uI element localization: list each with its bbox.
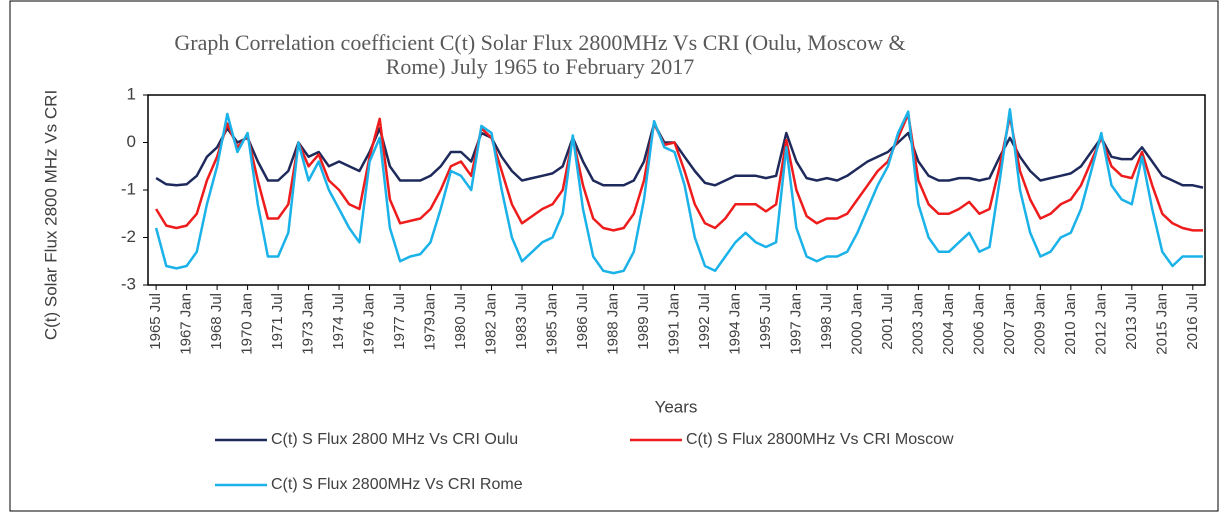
x-tick-label: 1980 Jul bbox=[452, 293, 469, 350]
x-tick-label: 1985 Jan bbox=[543, 293, 560, 355]
y-tick-label: 0 bbox=[127, 132, 136, 151]
x-tick-label: 1991 Jan bbox=[665, 293, 682, 355]
x-tick-label: 2004 Jan bbox=[940, 293, 957, 355]
x-tick-label: 1971 Jul bbox=[269, 293, 286, 350]
x-tick-label: 2016 Jul bbox=[1184, 293, 1201, 350]
x-tick-label: 1970 Jan bbox=[239, 293, 256, 355]
x-tick-label: 1965 Jul bbox=[147, 293, 164, 350]
x-axis-title: Years bbox=[655, 397, 698, 416]
x-tick-label: 2013 Jul bbox=[1123, 293, 1140, 350]
x-tick-label: 2000 Jan bbox=[848, 293, 865, 355]
x-tick-label: 1977 Jul bbox=[391, 293, 408, 350]
y-tick-label: -2 bbox=[121, 227, 136, 246]
x-tick-label: 1995 Jul bbox=[757, 293, 774, 350]
x-tick-label: 1968 Jul bbox=[208, 293, 225, 350]
series-line bbox=[155, 112, 1203, 232]
x-tick-label: 1997 Jan bbox=[787, 293, 804, 355]
y-axis-title: C(t) Solar Flux 2800 MHz Vs CRI bbox=[41, 90, 60, 340]
series-line bbox=[155, 122, 1204, 189]
x-tick-label: 1988 Jan bbox=[604, 293, 621, 355]
x-tick-label: 2015 Jan bbox=[1153, 293, 1170, 355]
x-tick-label: 1998 Jul bbox=[818, 293, 835, 350]
x-tick-label: 1986 Jul bbox=[574, 293, 591, 350]
x-tick-label: 1976 Jan bbox=[361, 293, 378, 355]
legend-label: C(t) S Flux 2800MHz Vs CRI Rome bbox=[271, 476, 523, 493]
x-tick-label: 2006 Jan bbox=[970, 293, 987, 355]
y-tick-label: -3 bbox=[121, 274, 136, 293]
x-tick-label: 1973 Jan bbox=[300, 293, 317, 355]
x-tick-label: 1989 Jul bbox=[635, 293, 652, 350]
series-line bbox=[154, 108, 1203, 275]
chart-title: Graph Correlation coefficient C(t) Solar… bbox=[174, 30, 906, 79]
x-tick-label: 2009 Jan bbox=[1031, 293, 1048, 355]
x-tick-label: 1974 Jul bbox=[330, 293, 347, 350]
x-tick-label: 1983 Jul bbox=[513, 293, 530, 350]
x-tick-label: 1967 Jan bbox=[178, 293, 195, 355]
x-tick-label: 1994 Jan bbox=[726, 293, 743, 355]
x-tick-label: 1992 Jul bbox=[696, 293, 713, 350]
x-tick-label: 1982 Jan bbox=[482, 293, 499, 355]
legend-label: C(t) S Flux 2800MHz Vs CRI Moscow bbox=[686, 431, 954, 448]
x-tick-label: 2003 Jan bbox=[909, 293, 926, 355]
x-tick-label: 2007 Jan bbox=[1001, 293, 1018, 355]
x-tick-label: 2010 Jan bbox=[1062, 293, 1079, 355]
y-tick-label: -1 bbox=[121, 179, 136, 198]
y-tick-label: 1 bbox=[127, 84, 136, 103]
x-tick-label: 1979Jan bbox=[422, 293, 439, 351]
legend-label: C(t) S Flux 2800 MHz Vs CRI Oulu bbox=[271, 431, 518, 448]
chart-border bbox=[9, 0, 1219, 512]
x-tick-label: 2001 Jul bbox=[879, 293, 896, 350]
x-tick-label: 2012 Jan bbox=[1092, 293, 1109, 355]
